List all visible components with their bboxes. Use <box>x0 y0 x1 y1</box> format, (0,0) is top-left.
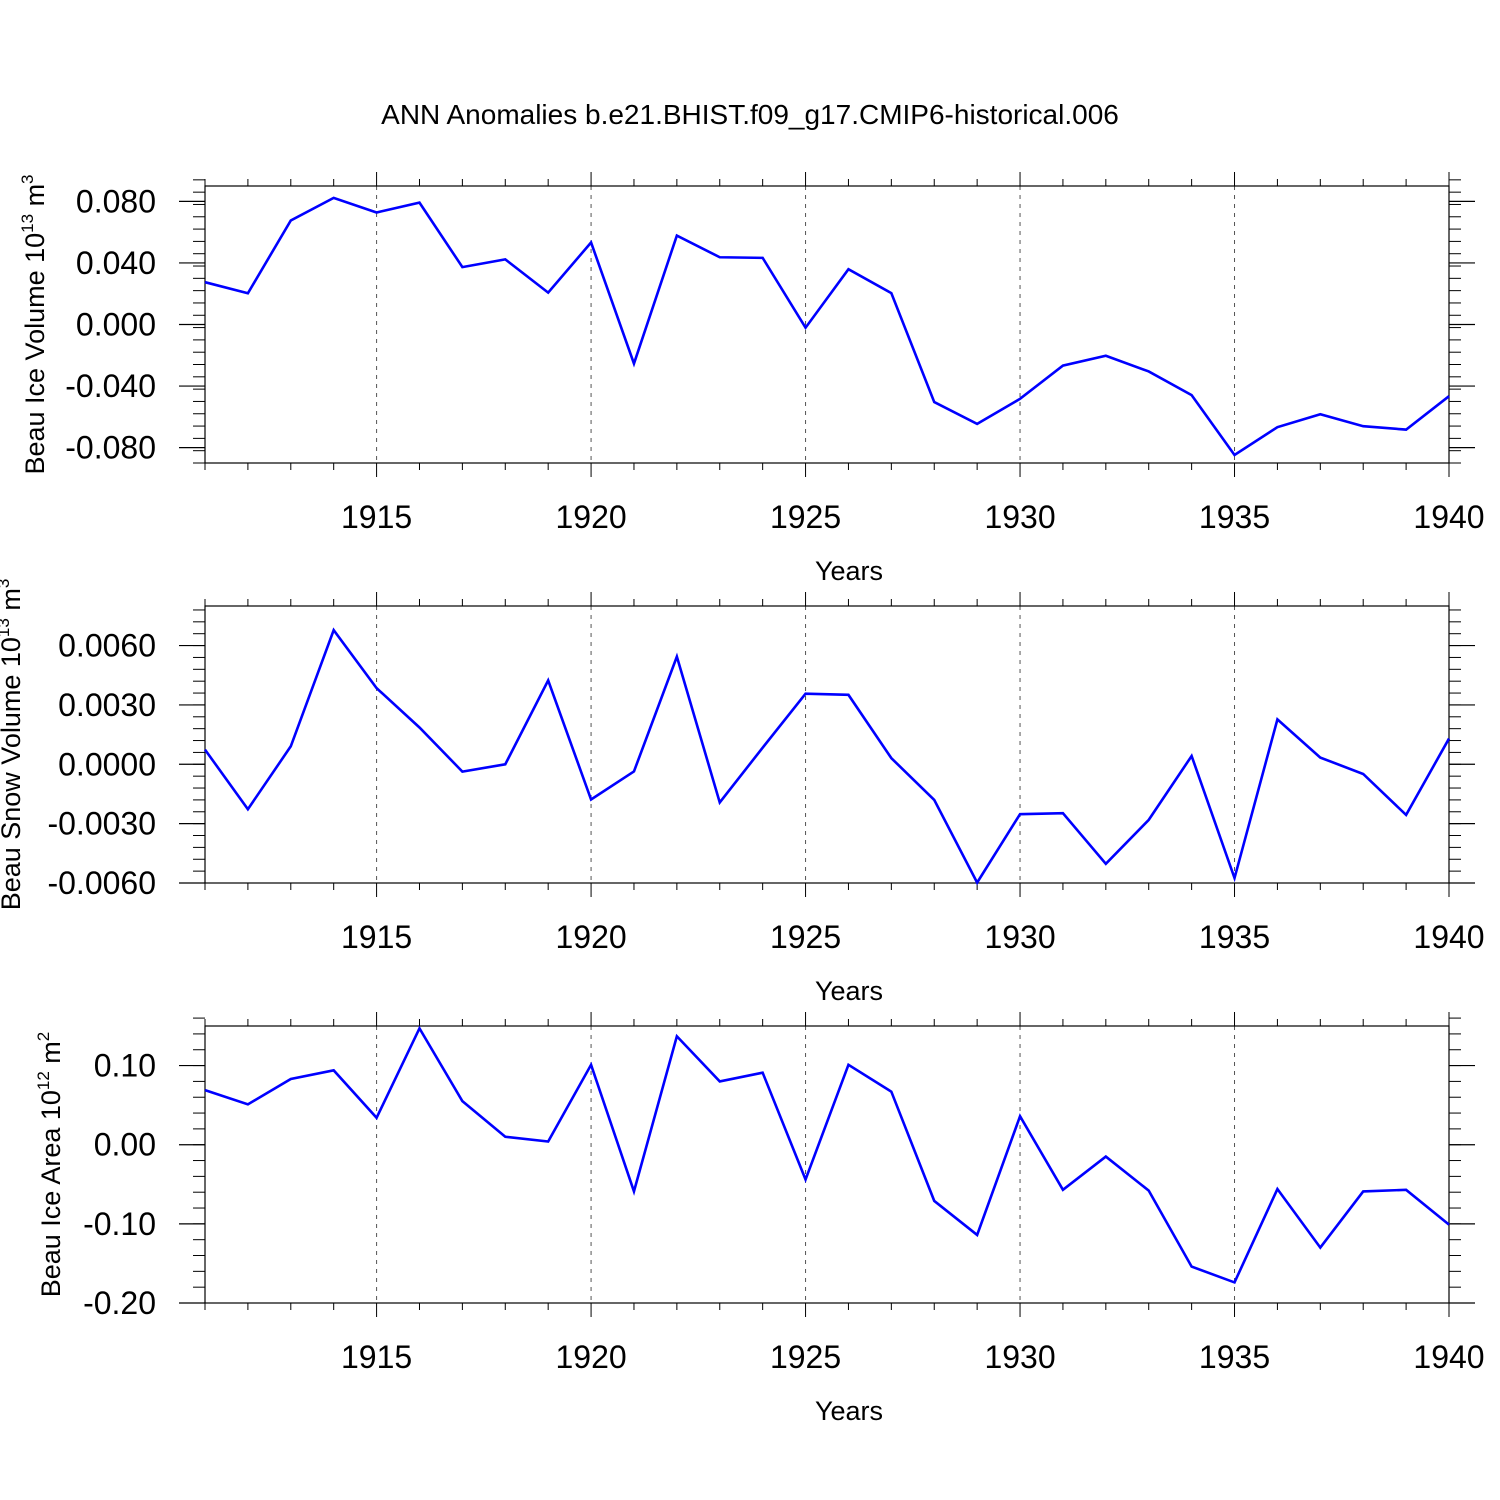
x-tick-label: 1920 <box>555 499 626 535</box>
y-tick-label: 0.000 <box>76 307 156 343</box>
y-axis-label-text: Beau Ice Area 10 <box>36 1090 66 1297</box>
y-tick-label: -0.0030 <box>47 806 156 842</box>
series-line-1 <box>204 196 1450 457</box>
x-axis-label: Years <box>815 556 883 586</box>
x-tick-label: 1920 <box>555 1339 626 1375</box>
y-tick-label: 0.10 <box>94 1048 156 1084</box>
plot-frame <box>204 185 1450 464</box>
x-tick-label: 1925 <box>770 919 841 955</box>
y-axis-label-exponent: 12 <box>34 1071 53 1090</box>
x-axis-label: Years <box>815 1396 883 1426</box>
y-tick-label: 0.080 <box>76 183 156 219</box>
y-axis-label-unit-exponent: 3 <box>18 174 37 183</box>
x-tick-label: 1930 <box>984 919 1055 955</box>
y-tick-label: 0.00 <box>94 1127 156 1163</box>
x-tick-label: 1940 <box>1413 919 1484 955</box>
y-axis-label-unit-exponent: 3 <box>0 579 13 588</box>
y-axis-label-unit-exponent: 2 <box>34 1032 53 1041</box>
x-tick-label: 1915 <box>341 499 412 535</box>
x-tick-label: 1935 <box>1199 1339 1270 1375</box>
x-tick-label: 1915 <box>341 919 412 955</box>
plot-frame <box>204 1025 1450 1304</box>
x-tick-label: 1940 <box>1413 1339 1484 1375</box>
y-tick-label: -0.20 <box>83 1285 156 1321</box>
y-tick-label: 0.040 <box>76 245 156 281</box>
x-tick-label: 1920 <box>555 919 626 955</box>
y-axis-label: Beau Snow Volume 1013 m3 <box>0 579 26 911</box>
y-tick-label: 0.0000 <box>58 746 156 782</box>
y-axis-label: Beau Ice Volume 1013 m3 <box>18 174 50 474</box>
y-axis-label-exponent: 13 <box>18 214 37 233</box>
y-tick-label: -0.040 <box>65 368 156 404</box>
x-tick-label: 1930 <box>984 1339 1055 1375</box>
plot-panel-1: 1915 1920 1925 1930 1935 1940 -0.080 -0.040 0.00… <box>18 172 1485 586</box>
y-axis-label-text: Beau Ice Volume 10 <box>20 233 50 475</box>
plot-panel-3: 1915 1920 1925 1930 1935 1940 -0.20 -0.10 0.00 0.… <box>34 1012 1485 1426</box>
y-tick-label: -0.10 <box>83 1206 156 1242</box>
x-tick-label: 1925 <box>770 499 841 535</box>
y-axis-label-unit: m <box>0 588 26 618</box>
plot-frame <box>204 605 1450 884</box>
x-tick-label: 1935 <box>1199 919 1270 955</box>
plot-panel-2: 1915 1920 1925 1930 1935 1940 -0.0060 -0.0030 0.… <box>0 579 1485 1006</box>
series-line-1 <box>204 1025 1450 1285</box>
x-tick-label: 1935 <box>1199 499 1270 535</box>
y-axis-label-exponent: 13 <box>0 618 13 637</box>
x-tick-label: 1930 <box>984 499 1055 535</box>
y-tick-label: -0.080 <box>65 430 156 466</box>
chart-title: ANN Anomalies b.e21.BHIST.f09_g17.CMIP6-… <box>381 99 1119 130</box>
x-tick-label: 1915 <box>341 1339 412 1375</box>
y-tick-label: 0.0060 <box>58 628 156 664</box>
y-axis-label-unit: m <box>36 1041 66 1071</box>
y-axis-label-text: Beau Snow Volume 10 <box>0 637 26 910</box>
x-tick-label: 1940 <box>1413 499 1484 535</box>
x-axis-label: Years <box>815 976 883 1006</box>
y-tick-label: 0.0030 <box>58 687 156 723</box>
y-axis-label: Beau Ice Area 1012 m2 <box>34 1032 66 1298</box>
series-line-1 <box>203 627 1451 886</box>
x-tick-label: 1925 <box>770 1339 841 1375</box>
y-axis-label-unit: m <box>20 184 50 214</box>
y-tick-label: -0.0060 <box>47 865 156 901</box>
